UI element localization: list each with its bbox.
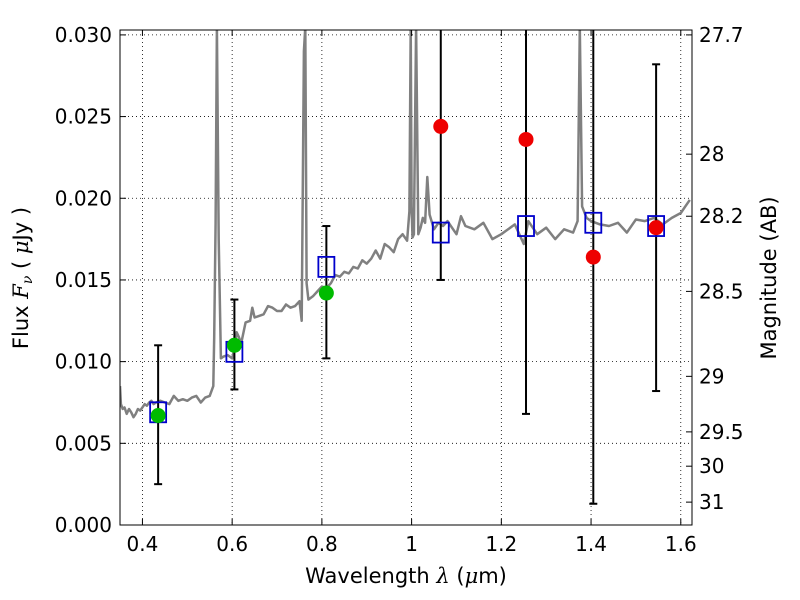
y-axis-label-F: F	[9, 283, 33, 300]
y2-tick-label: 27.7	[699, 23, 744, 47]
y-axis-label-open: (	[9, 254, 33, 276]
y2-tick-label: 31	[699, 490, 724, 514]
x-axis-label-units: (	[450, 564, 465, 588]
model-square	[317, 255, 336, 278]
x-tick-label: 0.8	[306, 532, 338, 556]
x-axis-label-mu: μ	[465, 564, 479, 588]
y2-tick-label: 30	[699, 454, 724, 478]
errorbar-layer	[154, 30, 661, 505]
y2-tick-label: 28	[699, 142, 724, 166]
green-point	[318, 285, 334, 301]
y-axis-label-mu: μ	[9, 240, 33, 254]
spectrum-layer	[120, 30, 691, 419]
axis-ticks: 0.4 0.6 0.8 1 1.2 1.4 1.6 0.000 0.005 0.010 0.015 0…	[55, 23, 744, 556]
model-square	[647, 215, 666, 237]
y-tick-label: 0.020	[55, 186, 112, 210]
model-square	[584, 211, 603, 234]
x-axis-label-lambda: λ	[435, 564, 449, 588]
red-point	[433, 118, 449, 134]
grid-lines	[120, 30, 692, 526]
red-point	[648, 220, 664, 236]
y-axis-label-close: Jy )	[9, 207, 33, 243]
x-tick-label: 1.4	[575, 532, 607, 556]
x-axis-label: Wavelength λ (μm)	[305, 564, 507, 588]
x-axis-label-text: Wavelength	[305, 564, 436, 588]
photometry-point-layer	[150, 118, 664, 424]
y-axis-label: Flux Fν ( μJy )	[9, 207, 36, 349]
green-point	[150, 408, 166, 424]
y2-axis-label: Magnitude (AB)	[757, 196, 781, 359]
x-axis-label-unit-end: m)	[478, 564, 507, 588]
red-point	[518, 131, 534, 147]
y-tick-label: 0.015	[55, 268, 112, 292]
y-tick-label: 0.005	[55, 431, 112, 455]
y2-tick-label: 29	[699, 364, 724, 388]
model-square-layer	[149, 211, 666, 424]
model-square	[517, 215, 535, 237]
green-point	[226, 337, 242, 353]
x-tick-label: 1.6	[665, 532, 697, 556]
y-axis-label-text: Flux	[9, 299, 33, 349]
y2-tick-label: 28.5	[699, 279, 744, 303]
y2-tick-label: 28.2	[699, 204, 744, 228]
y-tick-label: 0.000	[55, 513, 112, 537]
red-point	[585, 249, 601, 265]
y-tick-label: 0.025	[55, 105, 112, 129]
y-tick-label: 0.030	[55, 23, 112, 47]
spectrum-line	[120, 30, 691, 419]
plot-frame	[119, 29, 693, 526]
y2-tick-label: 29.5	[699, 420, 744, 444]
y-axis-label-nu: ν	[20, 275, 36, 284]
x-tick-label: 0.4	[127, 532, 159, 556]
y-tick-label: 0.010	[55, 350, 112, 374]
x-tick-label: 0.6	[216, 532, 248, 556]
x-tick-label: 1.2	[485, 532, 517, 556]
model-square	[431, 221, 450, 244]
x-tick-label: 1	[405, 532, 418, 556]
